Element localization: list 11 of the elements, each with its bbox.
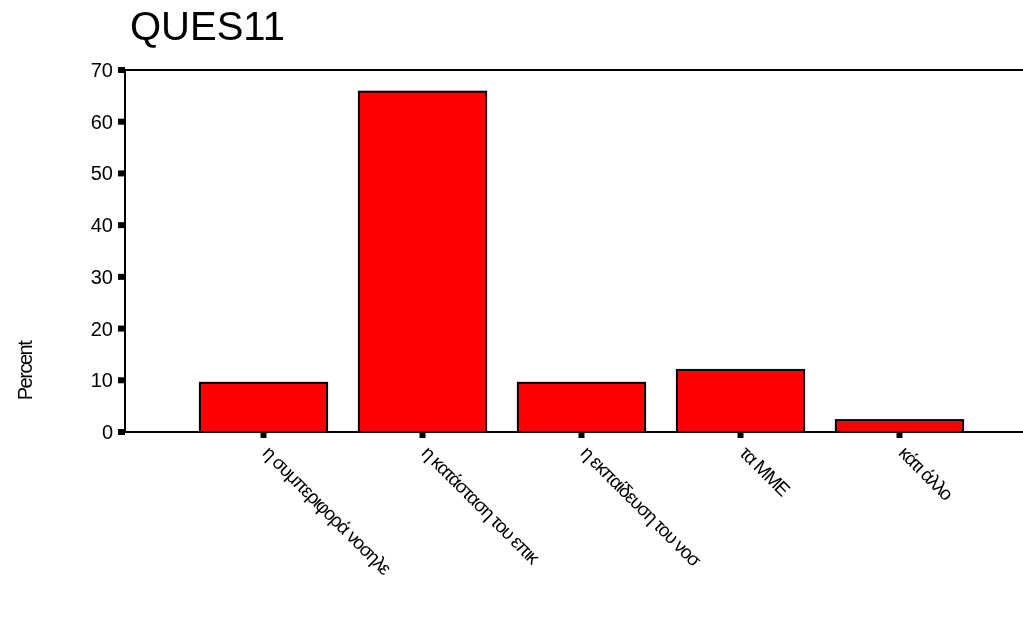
y-tick-label: 30	[90, 265, 113, 288]
x-tick-label: κάτι άλλο	[894, 441, 958, 505]
chart-title: QUES11	[130, 4, 285, 48]
y-tick-label: 60	[90, 110, 113, 133]
y-tick-label: 10	[90, 369, 113, 392]
y-tick-label: 50	[90, 162, 113, 185]
y-tick-label: 0	[101, 421, 113, 443]
y-tick-label: 70	[90, 59, 113, 81]
y-axis-title: Percent	[14, 339, 36, 401]
y-tick-label: 20	[90, 317, 113, 340]
y-tick-label: 40	[90, 214, 113, 237]
